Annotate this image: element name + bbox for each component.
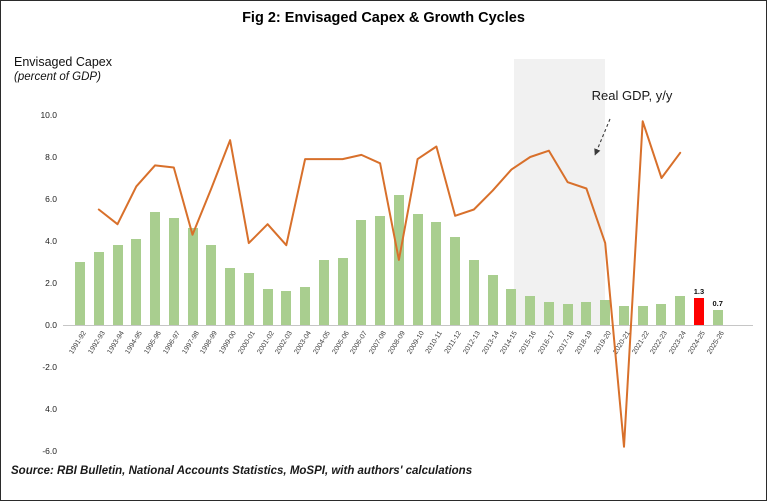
- capex-bar: [300, 287, 311, 325]
- x-axis-line: [63, 325, 753, 326]
- capex-bar: [487, 274, 498, 325]
- capex-bar: [393, 194, 404, 325]
- capex-bar: [112, 245, 123, 325]
- capex-bar: [562, 304, 573, 325]
- chart-title: Fig 2: Envisaged Capex & Growth Cycles: [242, 10, 525, 26]
- capex-bar: [431, 222, 442, 325]
- y-axis-tick-label: -6.0: [42, 446, 57, 456]
- capex-bar: [618, 306, 629, 325]
- capex-bar: [318, 259, 329, 325]
- capex-bar: [712, 310, 723, 325]
- capex-bar: [356, 220, 367, 325]
- source-note: Source: RBI Bulletin, National Accounts …: [11, 465, 473, 477]
- capex-bar: [656, 304, 667, 325]
- y-axis-tick-label: -2.0: [42, 362, 57, 372]
- capex-bar: [93, 251, 104, 325]
- capex-bar: [506, 289, 517, 325]
- capex-bar: [675, 295, 686, 325]
- y-axis-title-line2: (percent of GDP): [14, 71, 101, 83]
- y-axis-tick-label: 4.0: [45, 404, 57, 414]
- capex-bar: [206, 245, 217, 325]
- capex-bar: [187, 228, 198, 325]
- y-axis-title-line1: Envisaged Capex: [14, 55, 112, 69]
- capex-bar: [225, 268, 236, 325]
- capex-bar: [150, 211, 161, 325]
- real-gdp-annotation-label: Real GDP, y/y: [591, 88, 673, 103]
- bar-data-label: 0.7: [712, 299, 723, 309]
- capex-bar: [525, 295, 536, 325]
- capex-bar: [693, 297, 704, 325]
- y-axis-title: Envisaged Capex (percent of GDP): [14, 55, 112, 83]
- capex-bar: [581, 301, 592, 325]
- capex-bar: [375, 215, 386, 325]
- y-axis-tick-label: 4.0: [45, 236, 57, 246]
- capex-bar: [75, 262, 85, 325]
- capex-bar: [281, 291, 292, 325]
- capex-bar: [131, 238, 142, 325]
- y-axis-tick-label: 10.0: [40, 110, 57, 120]
- y-axis-tick-label: 6.0: [45, 194, 57, 204]
- y-axis-tick-label: 0.0: [45, 320, 57, 330]
- capex-bar: [637, 306, 648, 325]
- capex-bar: [243, 272, 254, 325]
- capex-bar: [262, 289, 273, 325]
- capex-bar: [168, 217, 179, 325]
- y-axis-tick-label: 8.0: [45, 152, 57, 162]
- capex-bar: [412, 213, 423, 325]
- y-axis-tick-label: 2.0: [45, 278, 57, 288]
- capex-bar: [468, 259, 479, 325]
- capex-bar: [543, 301, 554, 325]
- capex-bar: [450, 236, 461, 325]
- capex-bar: [600, 299, 611, 325]
- capex-bar: [337, 257, 348, 325]
- bar-data-label: 1.3: [693, 286, 705, 296]
